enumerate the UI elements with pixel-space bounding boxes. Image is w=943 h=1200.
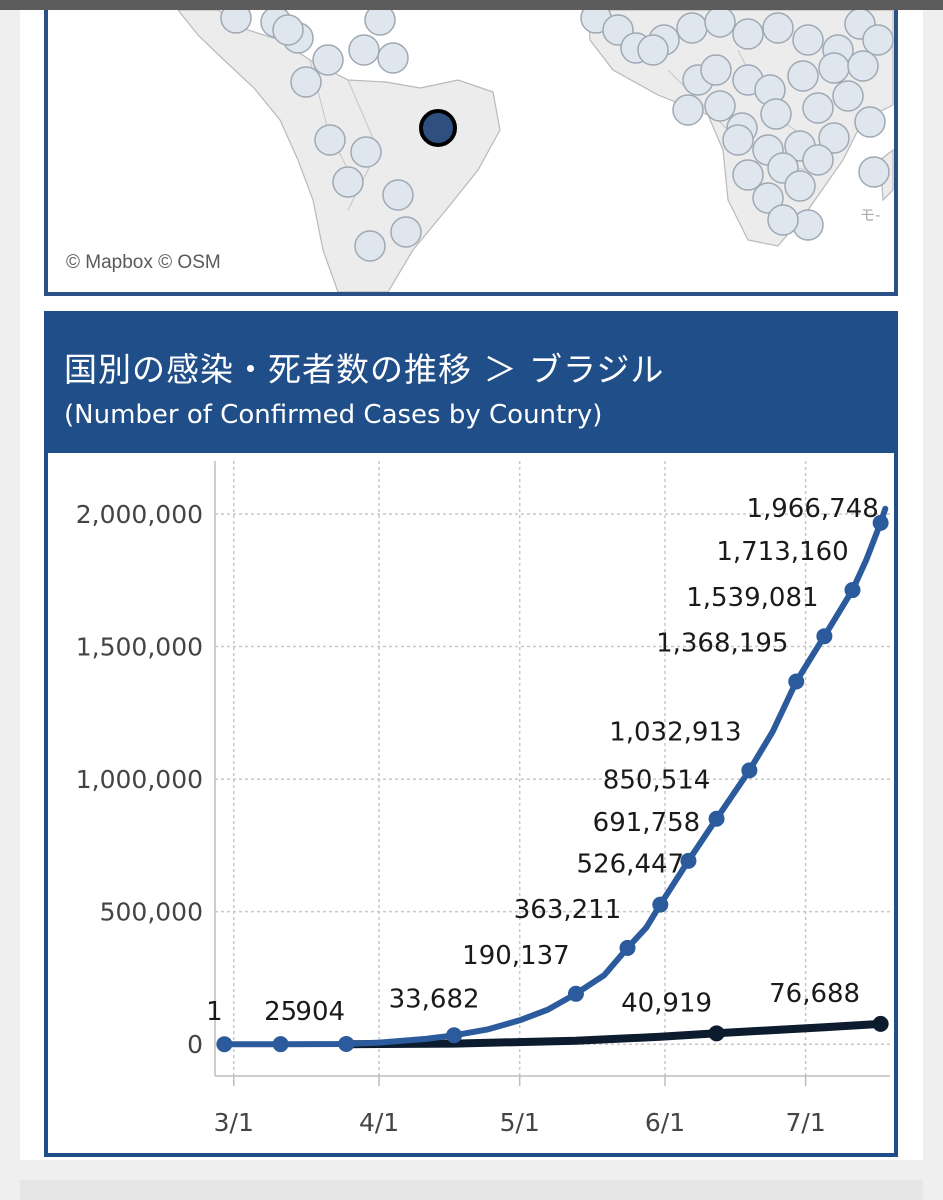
data-label-cases: 850,514 bbox=[603, 766, 711, 796]
x-tick-label: 7/1 bbox=[786, 1108, 826, 1137]
map-marker[interactable] bbox=[364, 10, 396, 36]
x-tick-label: 3/1 bbox=[214, 1108, 254, 1137]
series-cases[interactable] bbox=[216, 505, 889, 1053]
data-point-cases[interactable] bbox=[272, 1036, 289, 1053]
map-marker[interactable] bbox=[858, 156, 890, 188]
data-label-cases: 363,211 bbox=[514, 895, 622, 925]
data-label-cases: 1,539,081 bbox=[686, 583, 818, 613]
chart-subtitle: (Number of Confirmed Cases by Country) bbox=[64, 400, 603, 430]
series-line-cases bbox=[221, 505, 889, 1048]
x-tick-label: 4/1 bbox=[359, 1108, 399, 1137]
map-marker[interactable] bbox=[760, 98, 792, 130]
map-marker[interactable] bbox=[802, 144, 834, 176]
data-point-cases[interactable] bbox=[708, 810, 725, 827]
gridlines bbox=[215, 461, 890, 1076]
map-marker[interactable] bbox=[732, 159, 764, 191]
data-point-cases[interactable] bbox=[567, 985, 584, 1002]
data-point-cases[interactable] bbox=[680, 852, 697, 869]
data-label-cases: 190,137 bbox=[462, 941, 570, 971]
data-point-deaths[interactable] bbox=[708, 1025, 725, 1042]
world-map-panel[interactable]: モ- © Mapbox © OSM bbox=[44, 10, 898, 296]
map-marker[interactable] bbox=[762, 12, 794, 44]
status-bar bbox=[0, 0, 943, 10]
data-point-cases[interactable] bbox=[446, 1027, 463, 1044]
data-label-cases: 526,447 bbox=[577, 850, 685, 880]
data-point-deaths[interactable] bbox=[872, 1015, 889, 1032]
map-marker[interactable] bbox=[818, 122, 850, 154]
map-edge-label: モ- bbox=[860, 206, 880, 224]
map-marker[interactable] bbox=[767, 204, 799, 236]
data-label-cases: 691,758 bbox=[593, 808, 701, 838]
map-marker[interactable] bbox=[752, 182, 784, 214]
map-marker[interactable] bbox=[290, 66, 322, 98]
map-marker[interactable] bbox=[348, 34, 380, 66]
data-point-cases[interactable] bbox=[816, 628, 833, 645]
series-line-deaths bbox=[342, 1019, 885, 1049]
map-marker[interactable] bbox=[314, 124, 346, 156]
data-point-cases[interactable] bbox=[844, 582, 861, 599]
data-label-cases: 1,966,748 bbox=[746, 494, 878, 524]
data-label-cases: 1 bbox=[206, 997, 223, 1027]
data-point-cases[interactable] bbox=[652, 896, 669, 913]
map-marker[interactable] bbox=[818, 52, 850, 84]
map-marker[interactable] bbox=[382, 179, 414, 211]
map-marker[interactable] bbox=[722, 124, 754, 156]
country-trend-panel: 国別の感染・死者数の推移 ＞ ブラジル (Number of Confirmed… bbox=[44, 311, 898, 1157]
map-marker[interactable] bbox=[272, 14, 304, 46]
x-tick-label: 6/1 bbox=[645, 1108, 685, 1137]
map-marker[interactable] bbox=[637, 34, 669, 66]
map-marker[interactable] bbox=[704, 10, 736, 38]
map-marker[interactable] bbox=[784, 170, 816, 202]
map-marker[interactable] bbox=[312, 44, 344, 76]
data-label-cases: 1,032,913 bbox=[609, 717, 741, 747]
data-label-cases: 1,368,195 bbox=[656, 629, 788, 659]
world-map[interactable]: モ- bbox=[48, 10, 894, 292]
y-tick-label: 1,500,000 bbox=[76, 633, 203, 662]
data-label-deaths: 40,919 bbox=[621, 988, 712, 1018]
data-point-cases[interactable] bbox=[788, 673, 805, 690]
map-marker-brazil[interactable] bbox=[419, 109, 457, 147]
data-label-deaths: 76,688 bbox=[769, 979, 860, 1009]
map-marker[interactable] bbox=[672, 94, 704, 126]
map-marker[interactable] bbox=[792, 24, 824, 56]
map-marker[interactable] bbox=[220, 10, 252, 34]
map-markers[interactable] bbox=[220, 10, 894, 262]
series-deaths[interactable] bbox=[342, 1015, 889, 1049]
map-marker[interactable] bbox=[332, 166, 364, 198]
map-marker[interactable] bbox=[847, 50, 879, 82]
data-point-cases[interactable] bbox=[741, 762, 758, 779]
map-marker[interactable] bbox=[787, 60, 819, 92]
map-marker[interactable] bbox=[377, 42, 409, 74]
map-marker[interactable] bbox=[732, 18, 764, 50]
y-tick-label: 2,000,000 bbox=[76, 500, 203, 529]
map-attribution[interactable]: © Mapbox © OSM bbox=[66, 252, 221, 273]
data-label-cases: 25 bbox=[264, 997, 297, 1027]
map-marker[interactable] bbox=[802, 92, 834, 124]
map-marker[interactable] bbox=[704, 90, 736, 122]
map-marker[interactable] bbox=[676, 12, 708, 44]
data-point-cases[interactable] bbox=[872, 514, 889, 531]
map-marker[interactable] bbox=[854, 106, 886, 138]
data-point-cases[interactable] bbox=[338, 1035, 355, 1052]
map-marker[interactable] bbox=[832, 80, 864, 112]
x-tick-label: 5/1 bbox=[500, 1108, 540, 1137]
y-tick-label: 1,000,000 bbox=[76, 765, 203, 794]
chart-title: 国別の感染・死者数の推移 ＞ ブラジル bbox=[64, 350, 665, 389]
map-marker[interactable] bbox=[862, 24, 894, 56]
chart-header: 国別の感染・死者数の推移 ＞ ブラジル (Number of Confirmed… bbox=[48, 315, 894, 453]
data-label-cases: 904 bbox=[295, 997, 345, 1027]
data-point-cases[interactable] bbox=[216, 1036, 233, 1053]
next-panel-edge bbox=[20, 1180, 923, 1200]
map-marker[interactable] bbox=[700, 54, 732, 86]
data-label-cases: 33,682 bbox=[389, 984, 480, 1014]
data-label-cases: 1,713,160 bbox=[716, 537, 848, 567]
y-tick-label: 500,000 bbox=[100, 898, 203, 927]
map-marker[interactable] bbox=[390, 216, 422, 248]
line-chart[interactable]: 0 500,000 1,000,000 1,500,000 2,000,000 3/1 4/… bbox=[48, 315, 894, 1153]
map-marker[interactable] bbox=[354, 230, 386, 262]
y-tick-label: 0 bbox=[187, 1030, 203, 1059]
data-point-cases[interactable] bbox=[619, 939, 636, 956]
map-marker[interactable] bbox=[350, 136, 382, 168]
